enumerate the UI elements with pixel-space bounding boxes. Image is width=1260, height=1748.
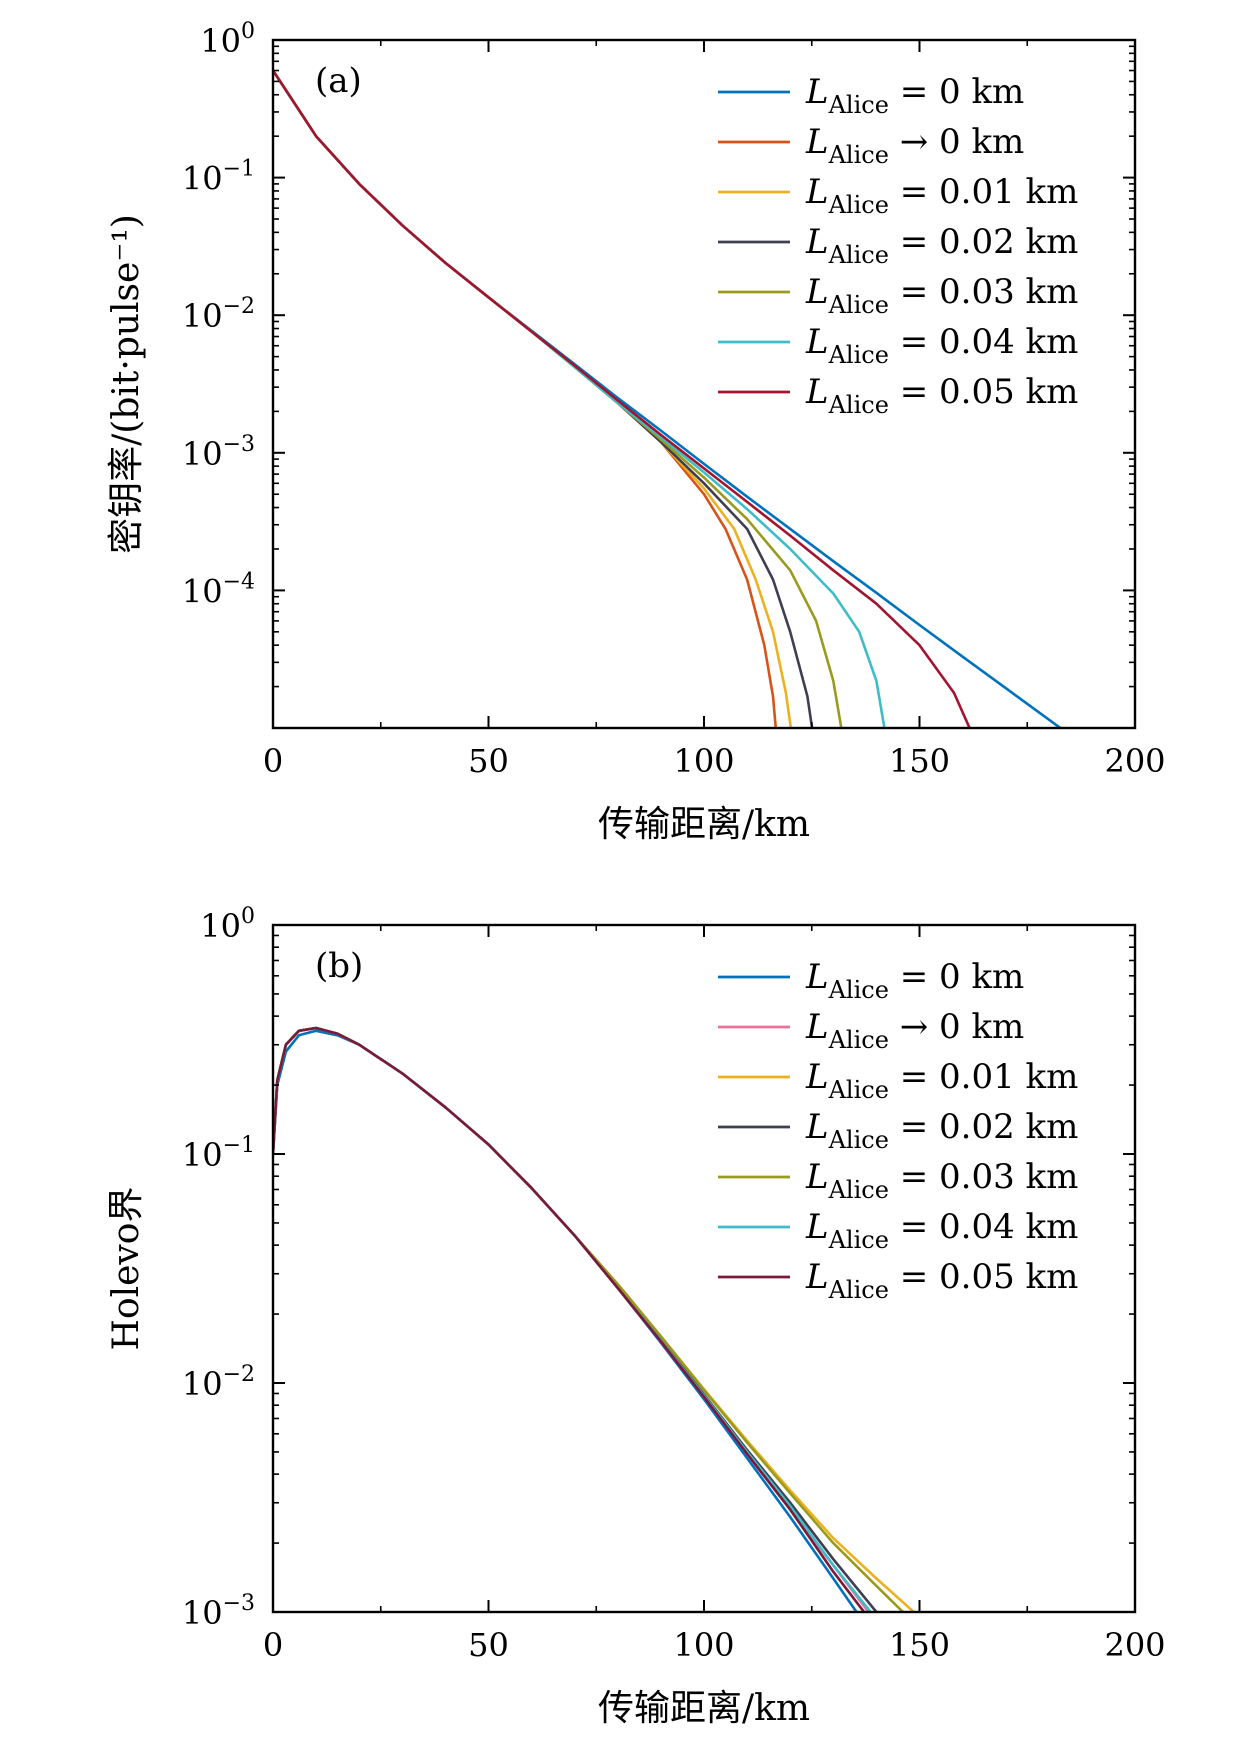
chart-panel-1: 0 50 100 150 200 100 10−1 10−2 10−3 (b) 传输距离/km Hol… xyxy=(106,904,1166,1729)
y-tick-label: 10−4 xyxy=(182,569,255,610)
legend-entry: LAlice = 0 km xyxy=(805,957,1024,1004)
legend-entry: LAlice = 0.03 km xyxy=(805,272,1078,319)
legend-entry: LAlice → 0 km xyxy=(805,1007,1024,1054)
x-axis-label: 传输距离/km xyxy=(598,804,810,845)
legend-entry: LAlice = 0 km xyxy=(805,72,1024,119)
y-tick-label: 100 xyxy=(200,19,255,60)
legend-entry: LAlice → 0 km xyxy=(805,122,1024,169)
series-line-6 xyxy=(273,1026,866,1612)
x-tick-label: 150 xyxy=(889,1626,950,1664)
chart-panel-0: 0 50 100 150 200 100 10−1 10−2 10−3 10−4 (a) 传输距离/k… xyxy=(106,19,1166,845)
panel-label: (b) xyxy=(315,946,363,986)
series-line-1 xyxy=(273,69,778,728)
series-lines xyxy=(273,69,1063,728)
legend-entry: LAlice = 0.02 km xyxy=(805,1107,1078,1154)
y-axis-label: 密钥率/(bit·pulse⁻¹) xyxy=(106,214,147,554)
legend-entry: LAlice = 0.04 km xyxy=(805,1207,1078,1254)
y-tick-label: 10−3 xyxy=(182,1591,255,1632)
y-tick-label: 10−1 xyxy=(182,157,255,198)
x-tick-label: 150 xyxy=(889,742,950,780)
series-line-3 xyxy=(273,69,814,728)
legend-entry: LAlice = 0.01 km xyxy=(805,1057,1078,1104)
x-tick-label: 0 xyxy=(263,742,283,780)
x-tick-label: 200 xyxy=(1104,1626,1165,1664)
y-axis-label: Holevo界 xyxy=(106,1187,147,1351)
x-tick-label: 200 xyxy=(1104,742,1165,780)
legend-entry: LAlice = 0.05 km xyxy=(805,1257,1078,1304)
x-tick-label: 0 xyxy=(263,1626,283,1664)
series-line-4 xyxy=(273,69,843,728)
legend-entry: LAlice = 0.04 km xyxy=(805,322,1078,369)
y-tick-label: 10−2 xyxy=(182,1362,255,1403)
x-tick-label: 50 xyxy=(468,1626,509,1664)
legend-entry: LAlice = 0.01 km xyxy=(805,172,1078,219)
series-lines xyxy=(273,1026,916,1612)
legend-entry: LAlice = 0.02 km xyxy=(805,222,1078,269)
legend-entry: LAlice = 0.03 km xyxy=(805,1157,1078,1204)
x-tick-label: 50 xyxy=(468,742,509,780)
panel-label: (a) xyxy=(315,61,362,101)
y-tick-label: 10−2 xyxy=(182,294,255,335)
y-tick-label: 10−1 xyxy=(182,1133,255,1174)
y-tick-label: 10−3 xyxy=(182,432,255,473)
legend-entry: LAlice = 0.05 km xyxy=(805,372,1078,419)
x-axis-label: 传输距离/km xyxy=(598,1688,810,1729)
y-tick-label: 100 xyxy=(200,904,255,945)
x-tick-label: 100 xyxy=(673,1626,734,1664)
series-line-6 xyxy=(273,69,972,728)
x-tick-label: 100 xyxy=(673,742,734,780)
